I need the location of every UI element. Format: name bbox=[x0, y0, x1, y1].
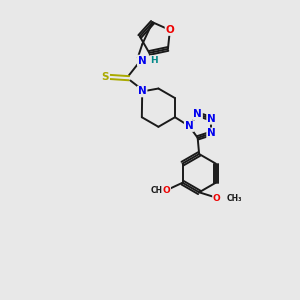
Text: N: N bbox=[138, 56, 147, 65]
Text: CH₃: CH₃ bbox=[150, 186, 166, 195]
Text: O: O bbox=[213, 194, 221, 203]
Text: O: O bbox=[166, 25, 174, 35]
Text: N: N bbox=[193, 109, 202, 119]
Text: N: N bbox=[138, 86, 147, 97]
Text: N: N bbox=[207, 114, 216, 124]
Text: N: N bbox=[207, 128, 216, 138]
Text: O: O bbox=[163, 186, 170, 195]
Text: H: H bbox=[150, 56, 158, 65]
Text: S: S bbox=[102, 72, 109, 82]
Text: N: N bbox=[185, 121, 194, 131]
Text: CH₃: CH₃ bbox=[227, 194, 243, 203]
